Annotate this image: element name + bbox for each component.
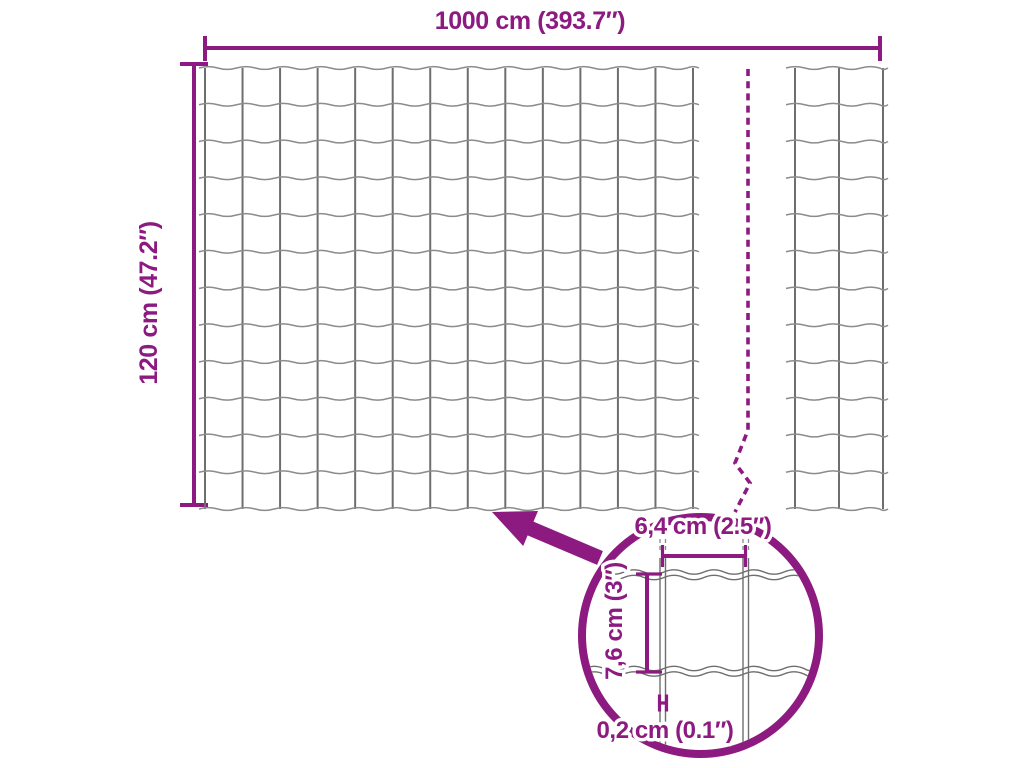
mesh-wire-horizontal (198, 323, 700, 328)
detail-wire-horizontal (586, 671, 815, 677)
detail-height-dimension-ticks (636, 572, 662, 674)
detail-width-dimension-ticks (660, 545, 748, 567)
mesh-wire-horizontal (785, 65, 889, 71)
mesh-wire-horizontal (785, 286, 889, 291)
height-dimension-line (180, 62, 208, 507)
mesh-wire-horizontal (785, 506, 889, 512)
mesh-wire-horizontal (198, 470, 700, 475)
mesh-panel-right (785, 65, 889, 512)
mesh-wire-horizontal (785, 139, 889, 144)
mesh-wire-horizontal (198, 506, 700, 512)
mesh-wire-horizontal (198, 212, 700, 218)
detail-mesh-height-label: 7,6 cm (3″) (601, 562, 628, 680)
detail-mesh-width-label: 6,4 cm (2.5″) (634, 513, 771, 540)
wire-thickness-marker (657, 694, 669, 712)
mesh-wire-horizontal (198, 396, 700, 401)
mesh-wire-horizontal (198, 102, 700, 107)
detail-wire-horizontal (586, 665, 815, 672)
height-dimension: 120 cm (47.2″) (132, 62, 208, 507)
mesh-wire-horizontal (198, 359, 700, 365)
wire-thickness-label: 0,2 cm (0.1″) (596, 717, 733, 744)
mesh-wire-horizontal (785, 176, 889, 181)
detail-wire-horizontal (586, 574, 815, 581)
detail-magnifier: 6,4 cm (2.5″) 7,6 cm (3″) 0,2 cm (0.1″) (578, 510, 823, 758)
total-height-label: 120 cm (47.2″) (135, 221, 163, 384)
mesh-wire-horizontal (198, 286, 700, 291)
break-line (732, 69, 753, 513)
mesh-panel-left (198, 65, 700, 512)
mesh-wire-horizontal (198, 433, 700, 438)
width-dimension: 1000 cm (393.7″) (203, 4, 882, 61)
mesh-wire-horizontal (198, 139, 700, 144)
mesh-wire-horizontal (198, 249, 700, 254)
width-dimension-line (203, 36, 882, 61)
mesh-wire-horizontal (785, 102, 889, 107)
mesh-wire-horizontal (785, 396, 889, 401)
mesh-wire-horizontal (785, 212, 889, 218)
mesh-wire-horizontal (198, 176, 700, 181)
mesh-wire-horizontal (198, 65, 700, 71)
mesh-wire-horizontal (785, 323, 889, 328)
zoom-arrow-icon (492, 511, 603, 565)
detail-wires (586, 521, 815, 750)
mesh-wire-horizontal (785, 433, 889, 438)
mesh-wire-horizontal (785, 359, 889, 365)
mesh-wire-horizontal (785, 249, 889, 254)
detail-wire-horizontal (586, 569, 815, 575)
mesh-wire-horizontal (785, 470, 889, 475)
total-width-label: 1000 cm (393.7″) (435, 7, 626, 35)
